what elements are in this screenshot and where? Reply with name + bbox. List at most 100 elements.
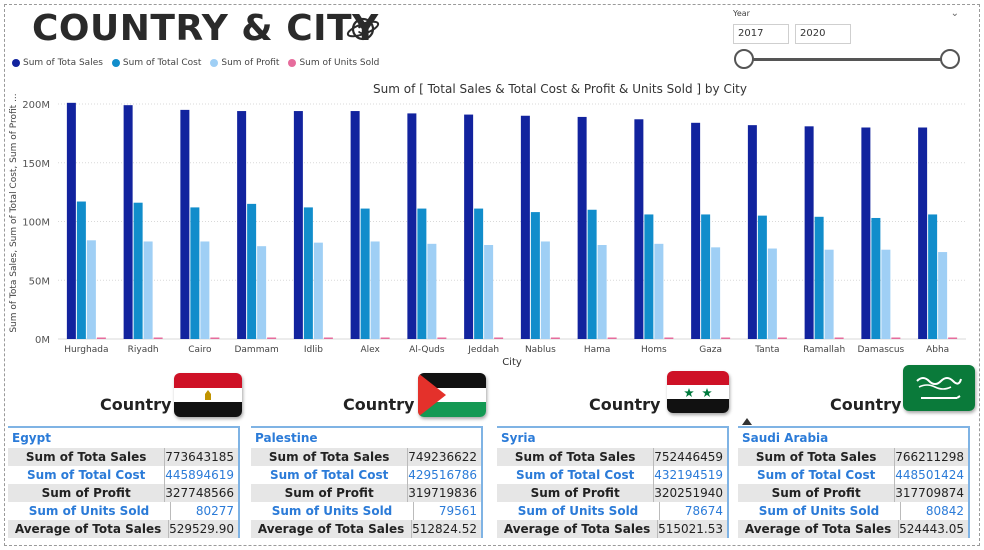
bar-sum-of-total-cost[interactable] <box>303 207 313 339</box>
bar-sum-of-units-sold[interactable] <box>777 337 787 340</box>
bar-sum-of-units-sold[interactable] <box>323 337 333 340</box>
bar-sum-of-profit[interactable] <box>200 241 210 339</box>
bar-sum-of-tota-sales[interactable] <box>293 111 303 339</box>
bar-sum-of-tota-sales[interactable] <box>804 126 814 339</box>
sort-indicator-icon[interactable] <box>742 418 752 425</box>
bar-sum-of-units-sold[interactable] <box>664 337 674 340</box>
country-name[interactable]: Syria <box>497 428 729 448</box>
country-name[interactable]: Saudi Arabia <box>738 428 970 448</box>
table-row: Sum of Total Cost 429516786 <box>251 466 483 484</box>
bar-sum-of-units-sold[interactable] <box>96 337 106 340</box>
bar-sum-of-tota-sales[interactable] <box>691 122 701 339</box>
bar-sum-of-units-sold[interactable] <box>607 337 617 340</box>
bar-sum-of-total-cost[interactable] <box>360 208 370 339</box>
bar-sum-of-total-cost[interactable] <box>757 215 767 339</box>
bar-sum-of-tota-sales[interactable] <box>350 111 360 339</box>
country-name[interactable]: Palestine <box>251 428 483 448</box>
year-from-input[interactable]: 2017 <box>733 24 789 44</box>
bar-sum-of-tota-sales[interactable] <box>237 111 247 339</box>
bar-sum-of-tota-sales[interactable] <box>123 105 133 339</box>
bar-sum-of-tota-sales[interactable] <box>180 109 190 339</box>
legend-swatch <box>12 59 20 67</box>
year-to-input[interactable]: 2020 <box>795 24 851 44</box>
bar-sum-of-units-sold[interactable] <box>948 337 958 340</box>
x-tick-label: Jeddah <box>467 345 499 355</box>
bar-sum-of-tota-sales[interactable] <box>747 125 757 340</box>
bar-sum-of-profit[interactable] <box>143 241 153 339</box>
bar-sum-of-total-cost[interactable] <box>644 214 654 339</box>
bar-sum-of-profit[interactable] <box>370 241 380 339</box>
row-value: 78674 <box>659 502 727 520</box>
bar-sum-of-units-sold[interactable] <box>437 337 447 340</box>
row-value: 773643185 <box>164 448 238 466</box>
bar-sum-of-tota-sales[interactable] <box>464 114 474 339</box>
bar-sum-of-profit[interactable] <box>824 249 834 339</box>
bar-sum-of-profit[interactable] <box>313 242 323 339</box>
bar-sum-of-total-cost[interactable] <box>814 216 824 339</box>
bar-sum-of-total-cost[interactable] <box>417 208 427 339</box>
row-label: Average of Tota Sales <box>744 522 892 536</box>
bar-sum-of-profit[interactable] <box>540 241 550 339</box>
bar-sum-of-total-cost[interactable] <box>190 207 200 339</box>
bar-sum-of-units-sold[interactable] <box>380 337 390 340</box>
bar-sum-of-total-cost[interactable] <box>928 214 938 339</box>
egypt-flag <box>174 373 242 417</box>
bar-sum-of-total-cost[interactable] <box>76 201 86 339</box>
legend-item-total-sales[interactable]: Sum of Tota Sales <box>12 58 103 68</box>
slicer-track[interactable] <box>743 58 950 61</box>
bar-sum-of-units-sold[interactable] <box>210 337 220 340</box>
bar-sum-of-total-cost[interactable] <box>701 214 711 339</box>
legend-item-profit[interactable]: Sum of Profit <box>210 58 279 68</box>
y-tick-label: 100M <box>22 218 50 229</box>
bar-sum-of-tota-sales[interactable] <box>577 116 587 339</box>
country-heading: Country <box>589 395 661 414</box>
bar-sum-of-profit[interactable] <box>427 243 437 339</box>
bar-sum-of-units-sold[interactable] <box>550 337 560 340</box>
bar-sum-of-profit[interactable] <box>86 240 96 339</box>
y-tick-label: 150M <box>22 159 50 170</box>
country-name[interactable]: Egypt <box>8 428 240 448</box>
x-tick-label: Cairo <box>188 345 212 355</box>
table-row: Average of Tota Sales 524443.05 <box>738 520 970 538</box>
bar-sum-of-units-sold[interactable] <box>267 337 277 340</box>
bar-sum-of-total-cost[interactable] <box>587 209 597 339</box>
legend-item-total-cost[interactable]: Sum of Total Cost <box>111 58 201 68</box>
chevron-down-icon[interactable]: ⌄ <box>950 8 959 19</box>
bar-sum-of-tota-sales[interactable] <box>634 119 644 340</box>
slicer-label: Year <box>733 9 750 18</box>
bar-sum-of-total-cost[interactable] <box>871 217 881 339</box>
bar-sum-of-profit[interactable] <box>938 252 948 339</box>
bar-sum-of-units-sold[interactable] <box>494 337 504 340</box>
bar-sum-of-total-cost[interactable] <box>530 212 540 339</box>
table-row: Sum of Tota Sales 749236622 <box>251 448 483 466</box>
bar-sum-of-profit[interactable] <box>767 248 777 339</box>
bar-sum-of-units-sold[interactable] <box>834 337 844 340</box>
bar-sum-of-total-cost[interactable] <box>133 202 143 339</box>
x-tick-label: Ramallah <box>803 345 845 355</box>
x-tick-label: Idlib <box>304 345 323 355</box>
clustered-bar-chart: 0M 50M 100M 150M 200M Hurghada Riyadh Cairo Damm… <box>22 100 966 368</box>
bar-sum-of-profit[interactable] <box>597 245 607 339</box>
bar-sum-of-units-sold[interactable] <box>721 337 731 340</box>
bar-sum-of-profit[interactable] <box>881 249 891 339</box>
table-row: Sum of Tota Sales 752446459 <box>497 448 729 466</box>
bar-sum-of-profit[interactable] <box>484 245 494 339</box>
row-value: 445894619 <box>164 466 238 484</box>
bar-sum-of-units-sold[interactable] <box>153 337 163 340</box>
bar-sum-of-tota-sales[interactable] <box>918 127 928 340</box>
bar-sum-of-profit[interactable] <box>711 247 721 339</box>
slicer-handle-end[interactable] <box>940 49 960 69</box>
bar-sum-of-total-cost[interactable] <box>474 208 484 339</box>
bar-sum-of-total-cost[interactable] <box>247 203 257 339</box>
table-row: Sum of Tota Sales 766211298 <box>738 448 970 466</box>
bar-sum-of-tota-sales[interactable] <box>66 102 76 339</box>
row-label: Sum of Total Cost <box>269 468 389 482</box>
bar-sum-of-tota-sales[interactable] <box>861 127 871 340</box>
bar-sum-of-profit[interactable] <box>654 243 664 339</box>
bar-sum-of-units-sold[interactable] <box>891 337 901 340</box>
slicer-handle-start[interactable] <box>734 49 754 69</box>
legend-item-units-sold[interactable]: Sum of Units Sold <box>288 58 379 68</box>
bar-sum-of-tota-sales[interactable] <box>407 113 417 340</box>
bar-sum-of-profit[interactable] <box>257 246 267 339</box>
bar-sum-of-tota-sales[interactable] <box>520 115 530 339</box>
